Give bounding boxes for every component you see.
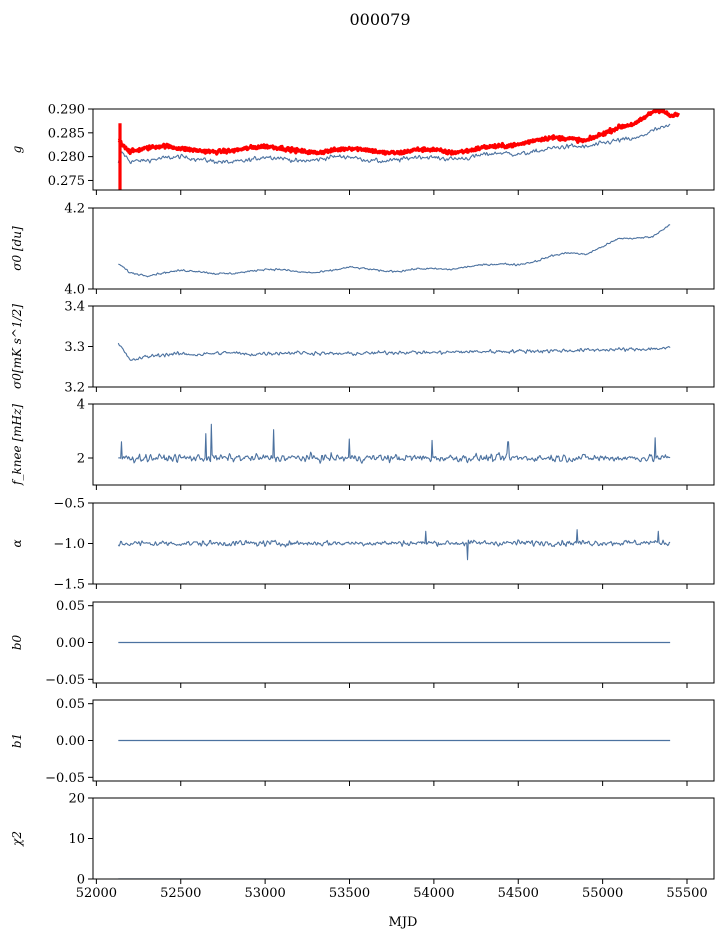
y-tick-label-sigma0-mk: 3.4	[64, 300, 85, 315]
figure-title: 000079	[349, 10, 410, 29]
y-tick-label-b1: 0.00	[56, 734, 85, 749]
y-tick-label-sigma0-du: 4.2	[64, 202, 85, 217]
y-tick-label-alpha: −1.0	[53, 537, 85, 552]
axes-frame-sigma0-du	[92, 207, 715, 290]
y-tick-label-b1: 0.05	[56, 697, 85, 712]
series-line-sigma0-mk-0	[117, 342, 671, 361]
x-tick-label: 54000	[413, 886, 454, 901]
axes-frame-g	[92, 108, 715, 191]
y-axis-label-b0: b0	[10, 634, 24, 650]
y-tick-label-sigma0-mk: 3.2	[64, 381, 85, 396]
panel-b1: −0.05 0.00 0.05 b1	[10, 697, 715, 786]
plot-area-sigma0-mk	[117, 342, 671, 361]
panel-g: 0.275 0.280 0.285 0.290 g	[10, 103, 715, 195]
y-axis-label-g: g	[10, 145, 24, 153]
y-axis-label-sigma0-du: σ0 [du]	[10, 226, 24, 271]
plot-area-alpha	[117, 529, 671, 561]
y-tick-label-alpha: −0.5	[53, 497, 85, 512]
y-tick-label-b0: −0.05	[45, 673, 85, 688]
axes-frame-sigma0-mk	[92, 305, 715, 388]
panels: 0.275 0.280 0.285 0.290 g 4.0 4.2 σ0 [du] 3.2 3.3…	[10, 103, 715, 901]
y-tick-label-g: 0.275	[48, 174, 85, 189]
x-axis-label: MJD	[389, 915, 418, 930]
axes-frame-fknee	[92, 403, 715, 486]
y-axis-label-fknee: f_knee [mHz]	[10, 404, 24, 486]
plot-area-g	[117, 109, 681, 190]
panel-b0: −0.05 0.00 0.05 b0	[10, 599, 715, 688]
y-tick-label-b0: 0.05	[56, 599, 85, 614]
series-line-g-1	[117, 109, 681, 190]
series-line-alpha-0	[117, 529, 671, 561]
y-tick-label-b1: −0.05	[45, 771, 85, 786]
y-tick-label-g: 0.290	[48, 103, 85, 118]
x-tick-label: 54500	[498, 886, 539, 901]
y-tick-label-sigma0-mk: 3.3	[64, 340, 85, 355]
y-axis-label-alpha: α	[10, 539, 24, 547]
y-tick-label-fknee: 2	[77, 452, 85, 467]
y-tick-label-sigma0-du: 4.0	[64, 283, 85, 298]
x-tick-label: 53500	[329, 886, 370, 901]
plot-area-sigma0-du	[118, 224, 671, 278]
panel-alpha: −1.5 −1.0 −0.5 α	[10, 497, 715, 593]
y-tick-label-chi2: 20	[68, 792, 85, 807]
y-tick-label-b0: 0.00	[56, 636, 85, 651]
x-tick-label: 52000	[76, 886, 117, 901]
x-tick-label: 53000	[244, 886, 285, 901]
y-axis-label-b1: b1	[10, 733, 24, 748]
y-tick-label-chi2: 0	[77, 873, 85, 888]
panel-sigma0-du: 4.0 4.2 σ0 [du]	[10, 202, 715, 298]
x-tick-label: 55500	[666, 886, 707, 901]
y-tick-label-g: 0.285	[48, 126, 85, 141]
y-axis-label-chi2: χ2	[10, 831, 24, 847]
panel-sigma0-mk: 3.2 3.3 3.4 σ0[mK s^1/2]	[10, 300, 715, 396]
y-axis-label-sigma0-mk: σ0[mK s^1/2]	[10, 304, 24, 389]
series-line-fknee-0	[118, 423, 671, 464]
y-tick-label-g: 0.280	[48, 150, 85, 165]
panel-fknee: 2 4 f_knee [mHz]	[10, 398, 715, 490]
x-tick-label: 55000	[582, 886, 623, 901]
y-tick-label-chi2: 10	[68, 832, 85, 847]
y-tick-label-fknee: 4	[77, 398, 85, 413]
series-line-sigma0-du-0	[118, 224, 671, 278]
axes-frame-chi2	[92, 797, 715, 880]
y-tick-label-alpha: −1.5	[53, 578, 85, 593]
plot-area-fknee	[118, 423, 671, 464]
series-line-g-0	[117, 123, 671, 165]
x-tick-label: 52500	[160, 886, 201, 901]
panel-chi2: 0 10 20 χ2	[10, 792, 715, 888]
